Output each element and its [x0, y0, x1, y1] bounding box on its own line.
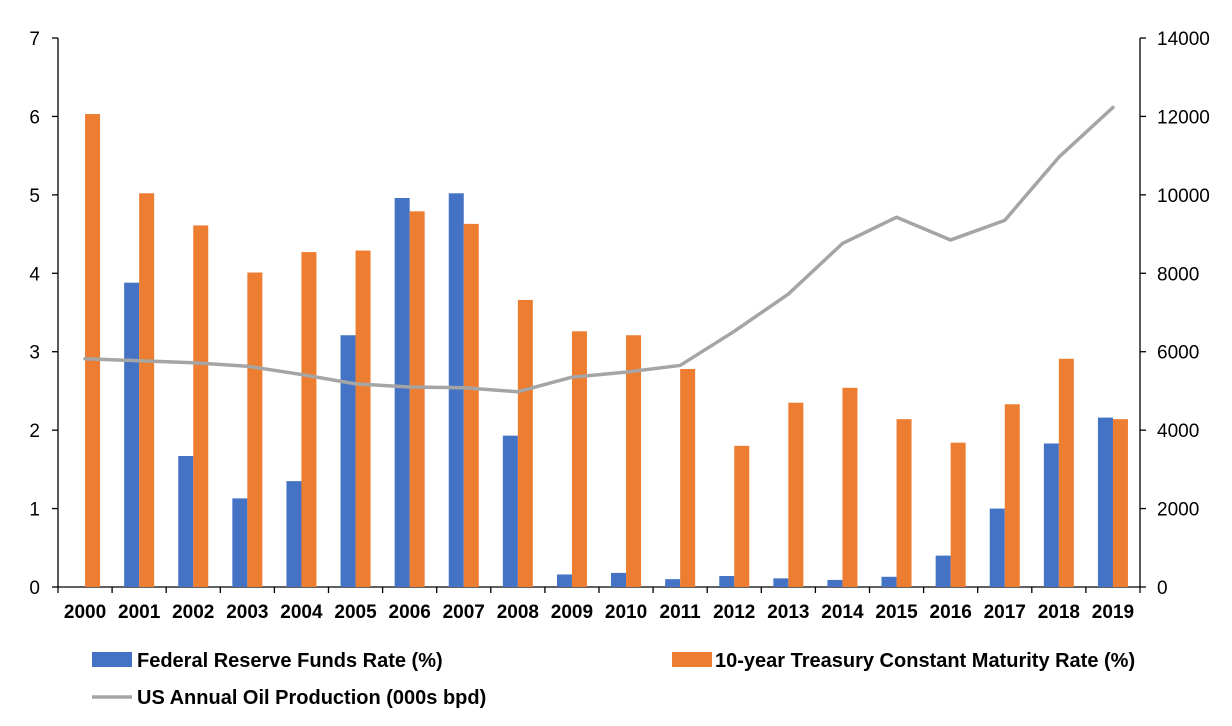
x-tick-label: 2006 [389, 602, 431, 623]
bar-fed-funds [611, 572, 627, 587]
bar-treasury-10y [517, 299, 533, 587]
bar-treasury-10y [355, 250, 371, 587]
bar-treasury-10y [247, 272, 263, 587]
x-tick-label: 2018 [1038, 602, 1080, 623]
x-tick-label: 2015 [875, 602, 918, 623]
legend-label-fed-funds: Federal Reserve Funds Rate (%) [137, 650, 443, 672]
bar-treasury-10y [626, 335, 642, 587]
left-tick-label: 0 [29, 578, 40, 599]
x-tick-label: 2004 [280, 602, 323, 623]
left-tick-label: 6 [29, 107, 40, 128]
bar-treasury-10y [1112, 419, 1128, 587]
bar-treasury-10y [788, 402, 804, 587]
bar-treasury-10y [896, 419, 912, 587]
left-tick-label: 4 [29, 264, 40, 285]
right-tick-label: 2000 [1157, 500, 1199, 521]
left-tick-label: 2 [29, 421, 40, 442]
bar-treasury-10y [409, 211, 425, 587]
legend-swatch-fed-funds [92, 652, 132, 667]
bar-treasury-10y [571, 331, 587, 587]
bar-treasury-10y [680, 368, 696, 587]
x-tick-label: 2013 [767, 602, 809, 623]
left-tick-label: 3 [29, 343, 40, 364]
bar-treasury-10y [1058, 358, 1074, 587]
oil-production-line [83, 105, 1115, 394]
x-tick-label: 2014 [821, 602, 864, 623]
bar-fed-funds [1097, 417, 1113, 587]
right-tick-label: 14000 [1157, 29, 1210, 50]
legend-label-oil: US Annual Oil Production (000s bpd) [137, 687, 486, 709]
bar-fed-funds [556, 574, 572, 587]
bars [85, 114, 1128, 588]
legend-swatch-treasury [672, 652, 712, 667]
bar-treasury-10y [842, 387, 858, 587]
bar-fed-funds [1043, 443, 1059, 587]
x-tick-label: 2000 [64, 602, 106, 623]
right-tick-label: 12000 [1157, 107, 1210, 128]
bar-treasury-10y [301, 252, 317, 588]
bar-treasury-10y [193, 225, 209, 588]
bar-fed-funds [773, 578, 789, 587]
bar-fed-funds [502, 435, 518, 587]
bar-fed-funds [448, 193, 464, 587]
bar-fed-funds [935, 555, 951, 587]
right-tick-label: 10000 [1157, 186, 1210, 207]
x-tick-label: 2003 [226, 602, 268, 623]
bar-fed-funds [665, 579, 681, 587]
right-tick-label: 0 [1157, 578, 1168, 599]
bar-fed-funds [881, 576, 897, 587]
tick-labels: 0 1 2 3 4 5 6 7 0 2000 4000 6000 8000 10000 12000 14000… [29, 29, 1209, 623]
bar-fed-funds [719, 576, 735, 587]
bar-treasury-10y [950, 442, 966, 587]
right-tick-label: 8000 [1157, 264, 1199, 285]
x-tick-label: 2007 [443, 602, 485, 623]
bar-fed-funds [394, 197, 410, 587]
x-tick-label: 2001 [118, 602, 161, 623]
x-tick-label: 2012 [713, 602, 755, 623]
left-tick-label: 1 [29, 500, 40, 521]
x-tick-label: 2009 [551, 602, 593, 623]
legend: Federal Reserve Funds Rate (%) 10-year Tr… [92, 650, 1135, 709]
x-tick-label: 2019 [1092, 602, 1134, 623]
bar-fed-funds [232, 498, 248, 587]
bar-treasury-10y [734, 445, 750, 587]
left-tick-label: 5 [29, 186, 40, 207]
x-tick-label: 2017 [984, 602, 1026, 623]
left-tick-label: 7 [29, 29, 40, 50]
x-tick-label: 2008 [497, 602, 539, 623]
right-tick-label: 6000 [1157, 343, 1199, 364]
bar-treasury-10y [85, 114, 101, 587]
x-tick-label: 2005 [334, 602, 377, 623]
x-tick-label: 2002 [172, 602, 214, 623]
bar-fed-funds [124, 282, 140, 587]
x-tick-label: 2010 [605, 602, 647, 623]
line-series [83, 105, 1115, 394]
bar-fed-funds [286, 481, 302, 587]
bar-fed-funds [989, 508, 1005, 587]
bar-treasury-10y [1004, 404, 1020, 587]
legend-label-treasury: 10-year Treasury Constant Maturity Rate … [715, 650, 1135, 672]
bar-fed-funds [827, 579, 843, 587]
x-tick-label: 2016 [930, 602, 972, 623]
bar-treasury-10y [139, 193, 155, 587]
bar-fed-funds [178, 456, 194, 587]
x-tick-label: 2011 [660, 602, 702, 623]
axes [52, 37, 1146, 593]
bar-treasury-10y [463, 223, 479, 587]
right-tick-label: 4000 [1157, 421, 1199, 442]
bar-fed-funds [340, 335, 356, 587]
